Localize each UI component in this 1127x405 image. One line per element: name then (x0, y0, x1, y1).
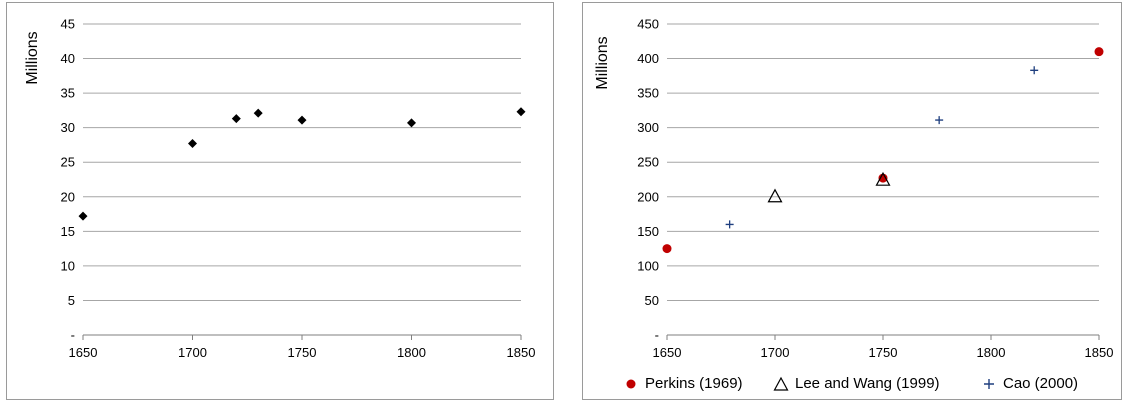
data-point-plus (935, 116, 944, 125)
data-point-circle (878, 173, 888, 183)
y-tick-label: - (655, 328, 659, 343)
red-circle-marker-icon (623, 376, 639, 392)
right-y-axis-label: Millions (594, 36, 611, 89)
x-tick-label: 1750 (288, 345, 317, 360)
y-tick-label: 100 (637, 258, 659, 273)
data-point-circle (662, 244, 672, 254)
legend-label-cao: Cao (2000) (1003, 375, 1079, 392)
plus-marker-icon (981, 376, 997, 392)
legend: Perkins (1969) Lee and Wang (1999) Cao (… (583, 375, 1121, 397)
data-point-triangle (767, 188, 783, 203)
y-tick-label: 400 (637, 51, 659, 66)
data-point-triangle (875, 171, 891, 186)
right-chart-panel: Millions - 50 100 150 200 250 300 350 400 450 1650… (582, 2, 1122, 400)
y-tick-label: 300 (637, 120, 659, 135)
y-tick-label: 20 (61, 189, 75, 204)
y-tick-label: 5 (68, 293, 75, 308)
data-point-diamond (253, 108, 263, 118)
left-y-axis-label: Millions (24, 31, 41, 84)
data-point-plus (725, 220, 734, 229)
x-tick-label: 1650 (653, 345, 682, 360)
right-scatter-chart: Millions - 50 100 150 200 250 300 350 400 450 1650… (594, 17, 1114, 361)
data-point-circle (1094, 47, 1104, 57)
data-point-plus (1030, 66, 1039, 75)
x-tick-label: 1850 (507, 345, 536, 360)
y-tick-label: 45 (61, 17, 75, 32)
y-tick-label: 450 (637, 17, 659, 32)
x-tick-label: 1650 (69, 345, 98, 360)
y-tick-label: 30 (61, 120, 75, 135)
data-point-diamond (297, 115, 307, 125)
x-tick-label: 1700 (178, 345, 207, 360)
legend-item-perkins: Perkins (1969) (623, 375, 743, 392)
data-point-diamond (516, 107, 526, 117)
data-point-diamond (407, 118, 416, 128)
y-tick-label: 15 (61, 224, 75, 239)
legend-item-lee-wang: Lee and Wang (1999) (773, 375, 940, 392)
data-point-diamond (231, 114, 241, 124)
left-scatter-chart: Millions - 5 10 15 20 25 30 35 40 45 1650 1700 1750 1… (24, 17, 536, 361)
x-tick-label: 1800 (397, 345, 426, 360)
y-tick-label: 40 (61, 51, 75, 66)
y-tick-label: 200 (637, 189, 659, 204)
y-tick-label: 50 (645, 293, 659, 308)
x-tick-label: 1800 (977, 345, 1006, 360)
y-tick-label: 35 (61, 86, 75, 101)
data-point-diamond (188, 139, 197, 149)
y-tick-label: 250 (637, 155, 659, 170)
legend-item-cao: Cao (2000) (981, 375, 1078, 392)
data-point-diamond (78, 211, 88, 221)
triangle-marker-icon (773, 376, 789, 392)
y-tick-label: - (71, 328, 75, 343)
legend-label-lee-wang: Lee and Wang (1999) (795, 375, 940, 392)
x-tick-label: 1850 (1085, 345, 1114, 360)
x-tick-label: 1700 (761, 345, 790, 360)
y-tick-label: 350 (637, 86, 659, 101)
x-tick-label: 1750 (869, 345, 898, 360)
legend-label-perkins: Perkins (1969) (645, 375, 743, 392)
y-tick-label: 10 (61, 258, 75, 273)
left-chart-panel: Millions - 5 10 15 20 25 30 35 40 45 1650 1700 1750 1… (6, 2, 554, 400)
y-tick-label: 150 (637, 224, 659, 239)
y-tick-label: 25 (61, 155, 75, 170)
